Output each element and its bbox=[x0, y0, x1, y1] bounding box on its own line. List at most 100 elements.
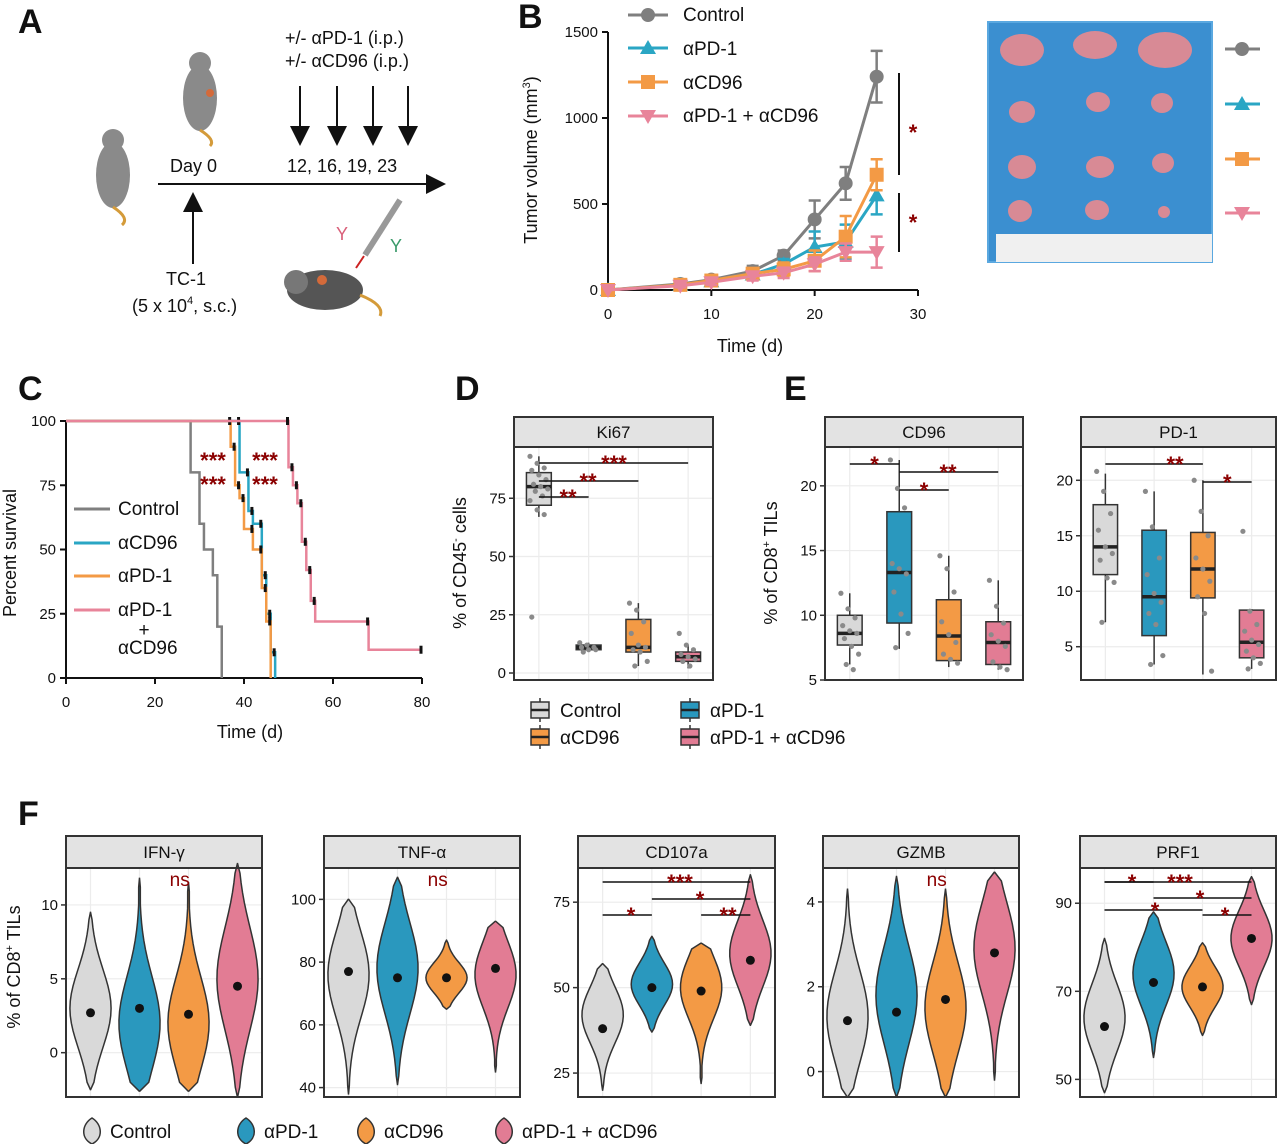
d-point-0-11 bbox=[527, 497, 533, 504]
b-xtick-label-3: 30 bbox=[910, 306, 927, 323]
e2-point-1-1 bbox=[1149, 524, 1155, 530]
d-sig-1: ** bbox=[579, 469, 597, 494]
e1-sig-1: ** bbox=[939, 460, 957, 485]
sig-b-2: * bbox=[909, 210, 918, 235]
e2-point-3-7 bbox=[1250, 655, 1256, 661]
d-point-0-12 bbox=[534, 507, 540, 513]
f4-sig-3: * bbox=[1151, 898, 1160, 923]
legend-f-apd1: αPD-1 bbox=[264, 1122, 318, 1143]
legend-b-marker-1 bbox=[640, 40, 656, 54]
f2-violin-2 bbox=[679, 942, 723, 1085]
treatment-label-2: +/- αCD96 (i.p.) bbox=[285, 51, 409, 71]
legend-f-swatch-1 bbox=[237, 1117, 255, 1144]
e1-sig-0: * bbox=[870, 452, 879, 477]
d-point-2-4 bbox=[635, 642, 641, 648]
d-point-2-8 bbox=[644, 658, 650, 664]
panel-e-letter: E bbox=[784, 370, 807, 408]
e2-point-1-3 bbox=[1144, 571, 1150, 578]
tumor-samples bbox=[1000, 31, 1192, 222]
f2-strip bbox=[577, 835, 776, 869]
d-ytick-label-2: 50 bbox=[489, 549, 506, 566]
b-xtick-label-0: 0 bbox=[604, 306, 612, 323]
panel-f-legend: Control αPD-1 αCD96 αPD-1 + αCD96 bbox=[83, 1117, 658, 1144]
e1-point-0-0 bbox=[838, 590, 844, 596]
e2-point-3-1 bbox=[1247, 608, 1253, 614]
panel-f-plots: IFN-γ 0 5 10 TNF-α 40 60 80 100 CD107a 25 50 75 GZMB 0… bbox=[41, 835, 1277, 1098]
c-ytick-label-1: 25 bbox=[39, 606, 56, 623]
e1-point-3-3 bbox=[988, 632, 994, 638]
b-point-3-3 bbox=[744, 270, 761, 285]
f2-sig-3: ** bbox=[719, 903, 737, 928]
f1-mean-dot-2 bbox=[442, 973, 451, 983]
d-point-3-2 bbox=[690, 647, 697, 653]
f3-panel-border bbox=[822, 867, 1020, 1098]
e2-point-2-0 bbox=[1191, 477, 1197, 483]
d-ytick-label-0: 0 bbox=[498, 665, 506, 682]
e2-point-2-7 bbox=[1202, 610, 1208, 617]
b-point-0-5 bbox=[807, 212, 822, 227]
f3-strip-label: GZMB bbox=[896, 843, 945, 862]
e2-point-0-0 bbox=[1094, 468, 1100, 475]
f3-mean-dot-3 bbox=[990, 948, 999, 958]
e2-point-1-4 bbox=[1151, 590, 1157, 597]
c-xtick-label-0: 0 bbox=[62, 694, 70, 711]
f3-mean-dot-2 bbox=[941, 994, 950, 1004]
legend-c-apd1: αPD-1 bbox=[118, 566, 172, 587]
sig-c-1-line1: *** bbox=[200, 448, 226, 473]
e2-point-0-9 bbox=[1099, 619, 1105, 625]
antibody-icon-red: Y bbox=[336, 224, 348, 244]
e2-point-0-6 bbox=[1097, 557, 1103, 563]
e2-point-3-9 bbox=[1245, 666, 1251, 672]
d-point-3-4 bbox=[685, 654, 691, 660]
e2-point-2-3 bbox=[1193, 555, 1199, 561]
e1-sig-2: * bbox=[920, 478, 929, 503]
legend-d-acd96: αCD96 bbox=[560, 728, 620, 749]
b-point-3-7 bbox=[868, 246, 885, 261]
sig-c-2-line2: *** bbox=[252, 472, 278, 497]
b-ytick-label-3: 1500 bbox=[565, 24, 598, 41]
f4-mean-dot-2 bbox=[1198, 982, 1207, 992]
d-sig-0: *** bbox=[601, 451, 627, 476]
f2-sig-2: * bbox=[627, 903, 636, 928]
e1-point-0-6 bbox=[841, 635, 848, 642]
f0-ytick-label-2: 10 bbox=[41, 897, 58, 914]
sig-b-1: * bbox=[909, 120, 918, 145]
e1-point-2-5 bbox=[953, 639, 959, 646]
d-point-2-3 bbox=[628, 630, 634, 637]
f2-violin-3 bbox=[729, 874, 772, 1026]
d-point-2-0 bbox=[626, 600, 633, 606]
d-point-0-1 bbox=[534, 460, 540, 466]
f4-sig-4: * bbox=[1221, 903, 1230, 928]
photo-legend-marker-0 bbox=[1235, 42, 1249, 56]
e1-point-2-4 bbox=[946, 632, 952, 638]
e2-point-0-8 bbox=[1111, 579, 1117, 585]
f1-ytick-label-0: 40 bbox=[299, 1080, 316, 1097]
f3-ytick-label-0: 0 bbox=[807, 1064, 815, 1081]
e2-ytick-label-0: 5 bbox=[1065, 639, 1073, 656]
ruler bbox=[996, 234, 1212, 262]
panel-c-legend: Control αCD96 αPD-1 αPD-1 + αCD96 bbox=[74, 499, 179, 659]
d-panel-border bbox=[513, 446, 714, 681]
e2-ytick-label-3: 20 bbox=[1056, 472, 1073, 489]
tc1-label: TC-1 bbox=[166, 269, 206, 289]
d-point-3-6 bbox=[680, 658, 686, 664]
f4-strip bbox=[1079, 835, 1277, 869]
f0-mean-dot-3 bbox=[233, 981, 242, 991]
e2-point-1-8 bbox=[1160, 652, 1166, 659]
f0-violin-1 bbox=[118, 877, 161, 1092]
f1-mean-dot-3 bbox=[491, 963, 500, 973]
e1-point-2-7 bbox=[947, 656, 954, 662]
day0-label: Day 0 bbox=[170, 156, 217, 176]
d-point-0-14 bbox=[529, 614, 535, 620]
b-point-3-5 bbox=[806, 258, 823, 273]
e1-point-2-1 bbox=[944, 566, 950, 572]
f1-violin-0 bbox=[327, 898, 370, 1095]
e2-point-3-2 bbox=[1254, 621, 1260, 628]
panel-d-letter: D bbox=[455, 370, 480, 408]
d-strip bbox=[513, 416, 714, 448]
d-point-3-1 bbox=[683, 642, 689, 648]
d-point-3-7 bbox=[687, 663, 693, 669]
b-point-2-7 bbox=[869, 167, 884, 182]
b-point-3-4 bbox=[775, 266, 792, 281]
